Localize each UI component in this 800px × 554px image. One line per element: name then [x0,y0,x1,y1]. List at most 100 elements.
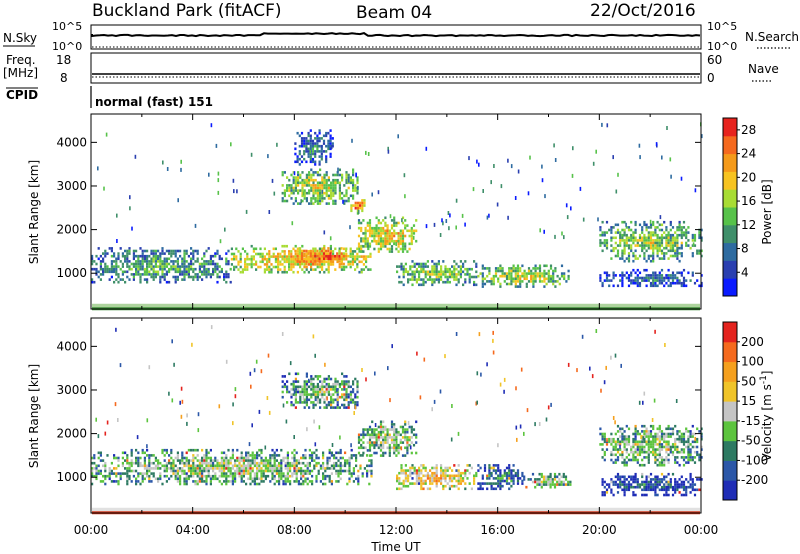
power-echo-cell [201,278,204,281]
velocity-echo-cell [176,474,179,478]
velocity-echo-cell [326,467,329,470]
power-echo-cell [139,260,142,263]
power-echo-cell [354,201,357,205]
velocity-echo-cell [179,477,182,481]
power-echo-cell [347,263,350,266]
velocity-echo-cell [201,461,204,465]
velocity-echo-cell [209,461,212,465]
velocity-echo-cell [658,480,661,484]
power-ylabel: Slant Range [km] [27,160,41,264]
velocity-echo-cell [501,474,504,478]
velocity-echo-cell [488,466,491,470]
power-echo-cell [318,263,321,266]
power-echo-cell [115,278,118,281]
velocity-echo-cell [616,483,620,486]
power-echo-cell [350,206,353,210]
power-echo-cell [619,244,622,247]
power-echo-cell [362,268,365,271]
velocity-echo-cell [623,448,626,451]
velocity-echo-cell [510,474,513,478]
power-echo-cell [371,229,374,233]
power-echo-cell [404,226,407,230]
velocity-echo-cell [368,428,372,431]
power-echo-cell [420,270,423,274]
power-noise-point [306,197,308,202]
velocity-echo-cell [312,377,315,381]
power-echo-cell [198,265,201,268]
velocity-echo-cell [658,483,661,486]
power-echo-cell [126,270,129,274]
velocity-echo-cell [212,464,215,468]
power-echo-cell [312,189,315,192]
velocity-echo-cell [632,475,635,479]
power-colorbar-label: Power [dB] [760,179,774,244]
power-echo-cell [492,280,495,283]
power-noise-point [116,239,118,243]
velocity-echo-cell [451,479,454,483]
power-echo-cell [277,257,280,261]
power-echo-cell [636,257,639,260]
velocity-echo-cell [362,446,365,450]
velocity-echo-cell [269,467,272,470]
power-echo-cell [216,249,219,253]
velocity-echo-cell [343,395,346,399]
power-echo-cell [616,249,620,253]
power-echo-cell [316,189,319,192]
power-echo-cell [190,262,193,266]
velocity-echo-cell [305,388,308,391]
power-echo-cell [318,150,321,153]
power-echo-cell [514,274,517,278]
power-echo-cell [665,244,668,247]
velocity-echo-cell [280,459,283,462]
power-echo-cell [384,229,387,233]
power-echo-cell [473,283,476,287]
velocity-echo-cell [418,482,421,485]
power-echo-cell [446,278,449,281]
velocity-echo-cell [398,479,401,483]
power-echo-cell [330,191,333,195]
power-noise-point [217,178,220,183]
power-echo-cell [647,239,650,242]
velocity-echo-cell [293,459,296,462]
power-echo-cell [239,255,242,258]
power-colorbar-segment [723,153,737,172]
power-echo-cell [179,267,182,271]
power-echo-cell [300,144,304,148]
power-echo-cell [314,152,317,156]
velocity-echo-cell [656,483,659,486]
power-echo-cell [316,191,319,195]
power-echo-cell [678,223,681,227]
power-echo-cell [137,273,140,276]
power-echo-cell [359,206,362,210]
velocity-echo-cell [311,474,314,478]
power-echo-cell [196,257,199,261]
power-echo-cell [124,249,127,253]
power-echo-cell [235,257,238,261]
power-noise-point [478,162,480,167]
velocity-echo-cell [205,451,208,455]
velocity-echo-cell [431,479,434,483]
power-echo-cell [356,181,359,185]
velocity-echo-cell [308,456,311,460]
velocity-echo-cell [225,482,228,486]
velocity-echo-cell [370,459,373,462]
power-echo-cell [152,257,155,261]
velocity-echo-cell [510,469,513,472]
velocity-echo-cell [192,472,195,475]
velocity-echo-cell [258,448,261,452]
velocity-echo-cell [676,448,679,451]
velocity-echo-cell [201,459,204,462]
power-echo-cell [341,178,344,182]
velocity-echo-cell [174,469,177,473]
velocity-echo-cell [623,463,626,467]
power-echo-cell [91,262,94,266]
velocity-echo-cell [308,480,311,483]
power-echo-cell [645,244,648,247]
power-echo-cell [663,252,666,255]
velocity-echo-cell [636,443,639,446]
velocity-echo-cell [249,461,252,465]
power-echo-cell [321,178,324,182]
power-noise-point [217,171,220,176]
velocity-echo-cell [176,454,179,457]
velocity-echo-cell [225,464,228,468]
